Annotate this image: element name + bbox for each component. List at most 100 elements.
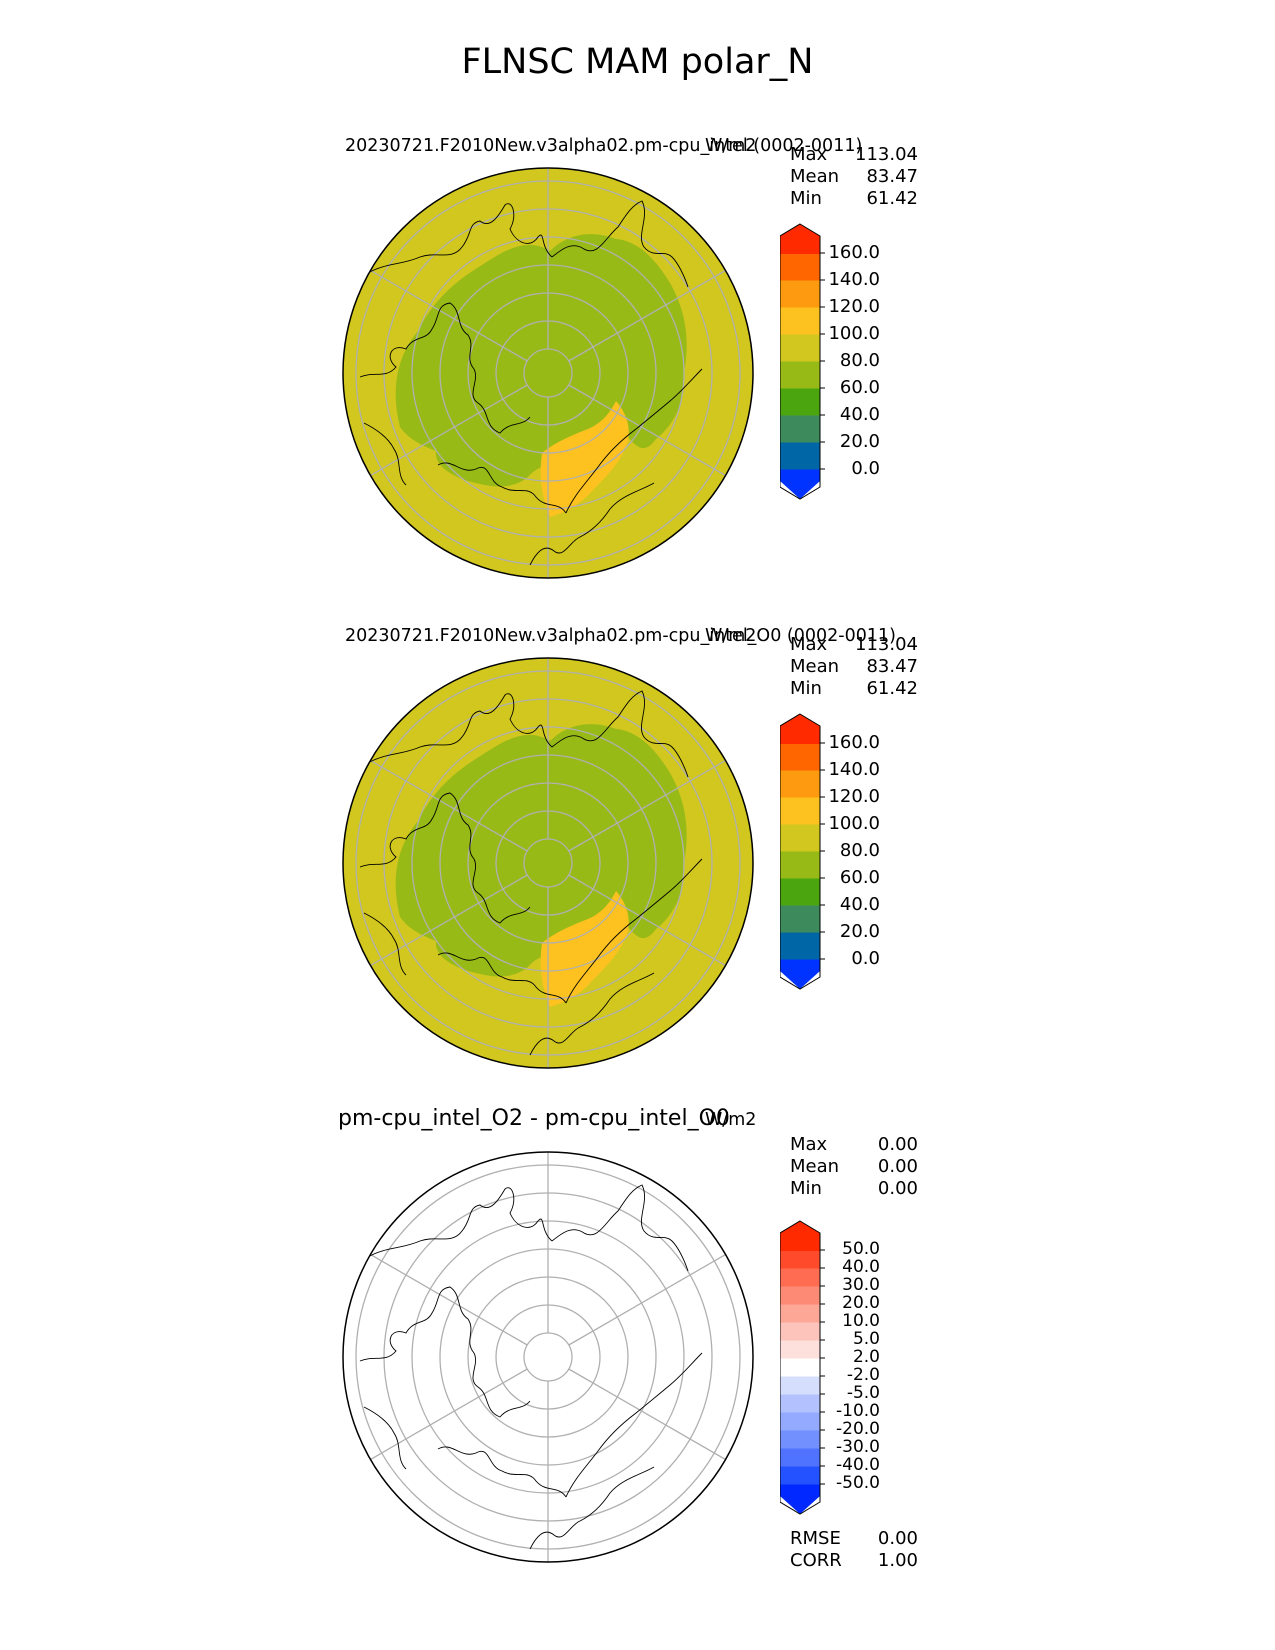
colorbar-segment — [780, 851, 820, 879]
stat-row-max: Max 113.04 — [790, 634, 918, 656]
colorbar-tick-label: -40.0 — [836, 1455, 880, 1475]
stat-row-min: Min 61.42 — [790, 678, 918, 700]
map-panel-reference: 20230721.F2010New.v3alpha02.pm-cpu_intel… — [0, 620, 1275, 1100]
corr-label: CORR — [790, 1550, 842, 1571]
colorbar-tick-label: -2.0 — [846, 1365, 880, 1385]
colorbar-tick-label: 0.0 — [851, 458, 880, 479]
colorbar-tick-label: 20.0 — [842, 1293, 880, 1313]
stat-row-mean: Mean 0.00 — [790, 1156, 918, 1178]
polar-map — [342, 657, 754, 1069]
figure-title: FLNSC MAM polar_N — [461, 42, 814, 82]
colorbar-tick-label: 80.0 — [839, 840, 880, 861]
difference-metrics: RMSE 0.00 CORR 1.00 — [790, 1528, 918, 1572]
colorbar-segment — [780, 415, 820, 443]
colorbar-tick-label: -10.0 — [836, 1401, 880, 1421]
colorbar-tick-label: 20.0 — [839, 431, 880, 452]
stat-value: 113.04 — [855, 634, 918, 655]
stat-label: Mean — [790, 656, 840, 677]
units-label: W/m2 — [705, 1110, 757, 1130]
stat-row-mean: Mean 83.47 — [790, 656, 918, 678]
colorbar-segment — [780, 442, 820, 470]
colorbar-tick-label: 40.0 — [839, 404, 880, 425]
colorbar-segment — [780, 361, 820, 389]
summary-stats: Max 113.04 Mean 83.47 Min 61.42 — [790, 634, 918, 700]
colorbar-tick-label: 0.0 — [851, 948, 880, 969]
colorbar-segment — [780, 770, 820, 798]
colorbar-underflow-arrow — [780, 469, 820, 499]
colorbar-segment — [780, 1304, 820, 1323]
colorbar-segment — [780, 932, 820, 960]
colorbar-tick-label: 120.0 — [828, 786, 880, 807]
colorbar-tick-label: 120.0 — [828, 296, 880, 317]
polar-map — [342, 167, 754, 579]
stat-row-min: Min 61.42 — [790, 188, 918, 210]
rmse-value: 0.00 — [877, 1528, 918, 1549]
stat-label: Mean — [790, 1156, 840, 1177]
corr-value: 1.00 — [877, 1550, 918, 1571]
colorbar-segment — [780, 824, 820, 852]
colorbar-segment — [780, 1394, 820, 1413]
colorbar-underflow-arrow — [780, 1484, 820, 1514]
stat-label: Mean — [790, 166, 840, 187]
stat-label: Min — [790, 1178, 822, 1199]
colorbar-underflow-arrow — [780, 959, 820, 989]
stat-value: 113.04 — [855, 144, 918, 165]
colorbar-tick-label: 20.0 — [839, 921, 880, 942]
colorbar-segment — [780, 1322, 820, 1341]
stat-value: 0.00 — [877, 1156, 918, 1177]
colorbar-segment — [780, 905, 820, 933]
colorbar-tick-label: 40.0 — [842, 1257, 880, 1277]
field-region-100-120 — [540, 401, 629, 517]
colorbar-tick-label: 60.0 — [839, 377, 880, 398]
colorbar-tick-label: 160.0 — [828, 732, 880, 753]
colorbar-tick-label: 30.0 — [842, 1275, 880, 1295]
stat-value: 83.47 — [866, 166, 918, 187]
map-panel-difference: pm-cpu_intel_O2 - pm-cpu_intel_O0 W/m2 Max… — [0, 1106, 1275, 1590]
colorbar-segment — [780, 1286, 820, 1305]
field-region-edge — [343, 975, 374, 1012]
stat-value: 61.42 — [866, 678, 918, 699]
colorbar: 0.0 20.0 40.0 60.0 80.0 100.0 120.0 140.0 160.0 — [780, 713, 890, 990]
colorbar-segment — [780, 878, 820, 906]
colorbar-segment — [780, 1250, 820, 1269]
colorbar-tick-label: 100.0 — [828, 323, 880, 344]
stat-label: Max — [790, 1134, 828, 1155]
colorbar-segment — [780, 388, 820, 416]
colorbar-tick-label: -20.0 — [836, 1419, 880, 1439]
colorbar-tick-label: 5.0 — [852, 1329, 880, 1349]
field-region-100-120 — [540, 891, 629, 1007]
colorbar-overflow-arrow — [780, 224, 820, 254]
stat-value: 0.00 — [877, 1134, 918, 1155]
corr-row: CORR 1.00 — [790, 1550, 918, 1572]
stat-row-max: Max 0.00 — [790, 1134, 918, 1156]
colorbar-tick-label: 160.0 — [828, 242, 880, 263]
summary-stats: Max 0.00 Mean 0.00 Min 0.00 — [790, 1134, 918, 1200]
colorbar: 0.0 20.0 40.0 60.0 80.0 100.0 120.0 140.0 160.0 — [780, 223, 890, 500]
panel-title: 20230721.F2010New.v3alpha02.pm-cpu_intel… — [345, 136, 863, 156]
colorbar-segment — [780, 1430, 820, 1449]
colorbar-segment — [780, 1376, 820, 1395]
colorbar-tick-label: 140.0 — [828, 269, 880, 290]
stat-label: Max — [790, 634, 828, 655]
map-panel-test: 20230721.F2010New.v3alpha02.pm-cpu_intel… — [0, 130, 1275, 610]
stat-label: Min — [790, 188, 822, 209]
colorbar-tick-label: 40.0 — [839, 894, 880, 915]
colorbar-segment — [780, 743, 820, 771]
colorbar-segment — [780, 334, 820, 362]
stat-row-max: Max 113.04 — [790, 144, 918, 166]
colorbar-tick-label: 140.0 — [828, 759, 880, 780]
colorbar-segment — [780, 1466, 820, 1485]
colorbar-tick-label: 50.0 — [842, 1239, 880, 1259]
colorbar-segment — [780, 797, 820, 825]
colorbar-segment — [780, 280, 820, 308]
stat-value: 83.47 — [866, 656, 918, 677]
stat-row-mean: Mean 83.47 — [790, 166, 918, 188]
colorbar-tick-label: -30.0 — [836, 1437, 880, 1457]
stat-label: Min — [790, 678, 822, 699]
colorbar-tick-label: 80.0 — [839, 350, 880, 371]
colorbar-segment — [780, 1448, 820, 1467]
panel-title: pm-cpu_intel_O2 - pm-cpu_intel_O0 — [338, 1106, 730, 1131]
colorbar-segment — [780, 253, 820, 281]
colorbar-segment — [780, 1358, 820, 1377]
stat-value: 61.42 — [866, 188, 918, 209]
